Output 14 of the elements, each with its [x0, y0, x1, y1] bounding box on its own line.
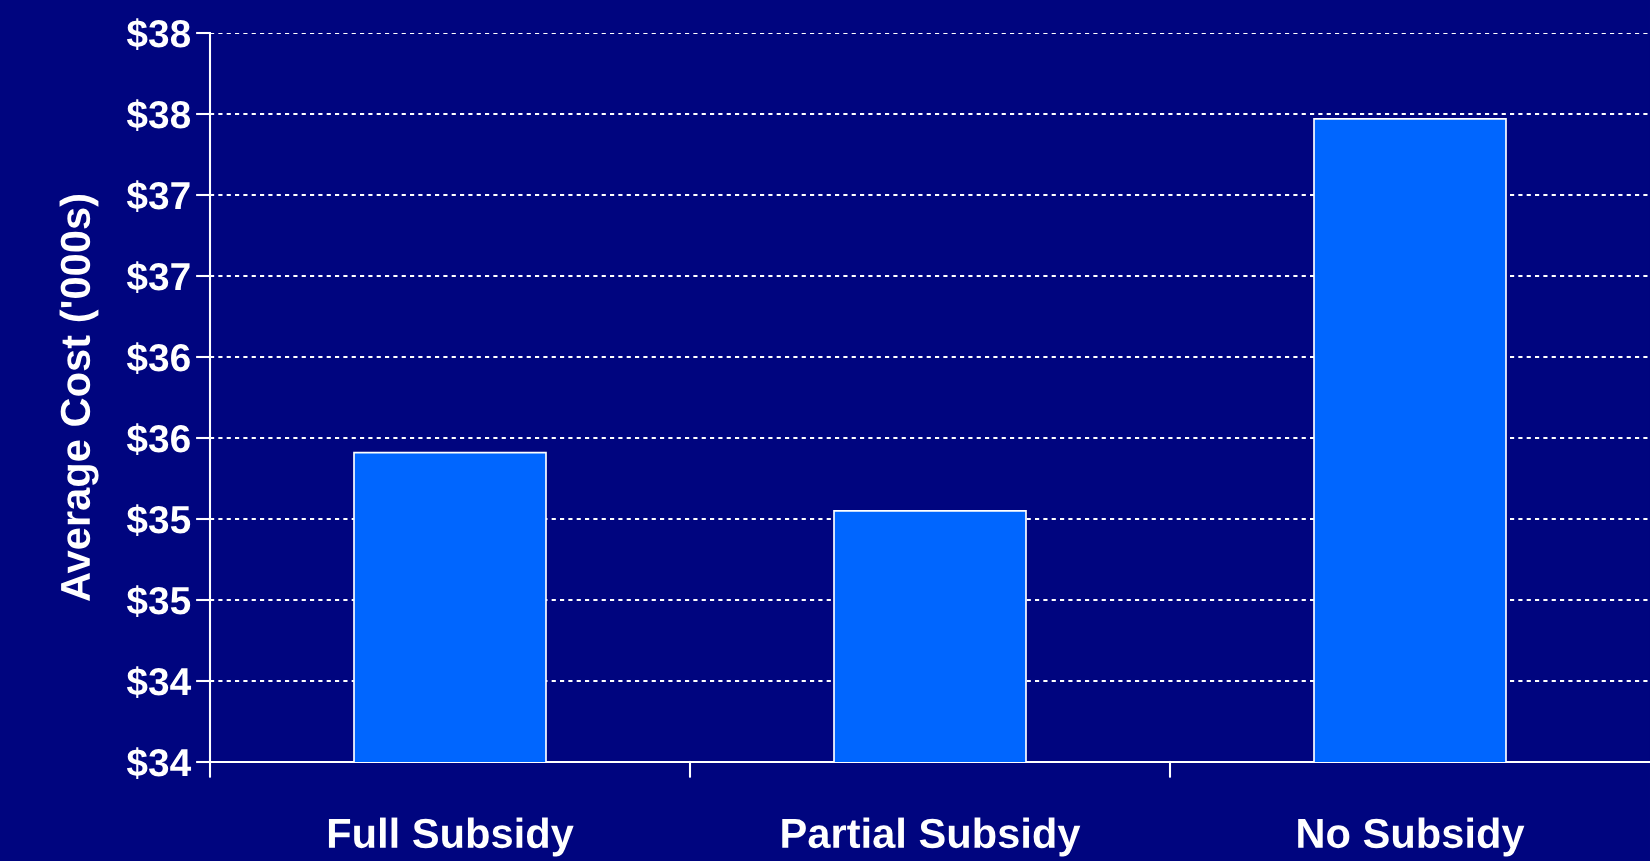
- x-tick-label: Full Subsidy: [328, 817, 574, 857]
- y-axis-title: Average Cost ('000s): [59, 195, 99, 601]
- y-tick-label: $36: [126, 423, 190, 455]
- x-tick-label: Partial Subsidy: [782, 817, 1081, 857]
- x-tick-label: No Subsidy: [1298, 817, 1525, 857]
- y-tick-label: $35: [126, 585, 191, 617]
- y-tick-label: $35: [126, 504, 191, 536]
- y-tick-label: $38: [126, 99, 191, 131]
- y-tick-label: $37: [126, 180, 190, 212]
- y-tick-label: $37: [126, 261, 190, 293]
- y-tick-label: $34: [126, 747, 192, 779]
- y-tick-label: $36: [126, 342, 190, 374]
- y-tick-label: $38: [126, 18, 191, 50]
- y-tick-label: $34: [126, 666, 192, 698]
